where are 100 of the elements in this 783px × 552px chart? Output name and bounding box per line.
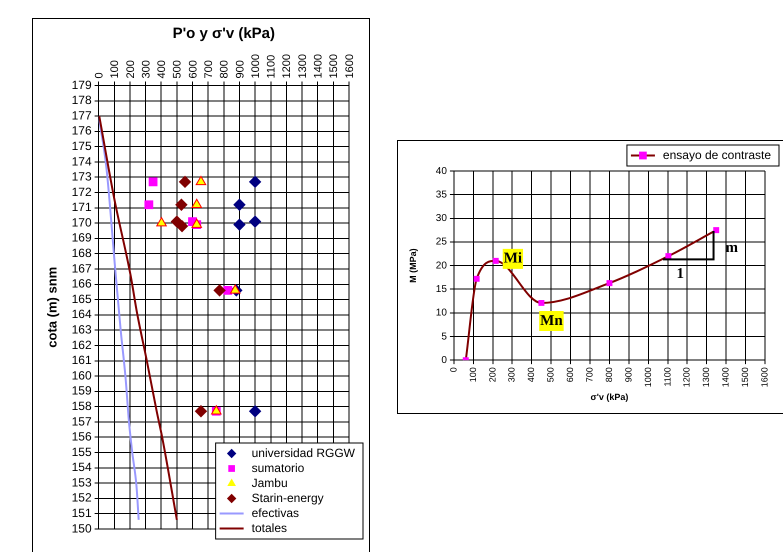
point xyxy=(230,284,240,294)
legend-label: universidad RGGW xyxy=(252,446,356,460)
y-tick-label: 171 xyxy=(72,200,92,214)
y-tick-label: 152 xyxy=(72,490,92,505)
legend-label: efectivas xyxy=(252,506,299,520)
y-tick-label: 160 xyxy=(72,368,92,382)
point xyxy=(175,198,188,211)
point xyxy=(144,200,154,210)
y-tick-label: 0 xyxy=(441,354,448,366)
point xyxy=(194,405,207,418)
x-tick-label: 700 xyxy=(584,367,595,382)
annotation: m xyxy=(725,240,738,256)
y-tick-label: 10 xyxy=(436,308,448,319)
y-tick-label: 173 xyxy=(72,170,92,184)
point xyxy=(191,198,202,208)
point xyxy=(249,176,262,188)
x-axis-title: P'o y σ'v (kPa) xyxy=(172,25,276,42)
x-tick-label: 900 xyxy=(234,60,246,78)
point xyxy=(179,176,191,188)
y-tick-label: 35 xyxy=(436,189,448,200)
x-tick-label: 400 xyxy=(156,60,168,78)
x-tick-label: 1200 xyxy=(682,367,692,388)
y-tick-label: 20 xyxy=(436,260,448,272)
annotation: Mn xyxy=(540,312,564,329)
y-tick-label: 153 xyxy=(72,475,92,490)
x-tick-label: 900 xyxy=(623,367,634,382)
x-tick-label: 0 xyxy=(93,72,106,78)
x-tick-label: 1000 xyxy=(250,54,262,78)
x-tick-label: 1300 xyxy=(296,54,309,78)
y-tick-label: 155 xyxy=(72,444,92,459)
x-tick-label: 1500 xyxy=(328,54,340,78)
x-tick-label: 400 xyxy=(526,367,536,382)
x-tick-label: 600 xyxy=(187,60,200,78)
y-axis-title: M (MPa) xyxy=(408,248,418,283)
legend-label: sumatorio xyxy=(252,460,305,475)
y-tick-label: 40 xyxy=(436,166,448,177)
y-tick-label: 168 xyxy=(72,246,92,260)
y-tick-label: 154 xyxy=(72,460,92,474)
x-tick-label: 800 xyxy=(604,367,614,382)
legend-label: Jambu xyxy=(252,476,288,490)
x-tick-label: 1600 xyxy=(344,54,356,78)
x-tick-label: 1600 xyxy=(759,367,770,388)
point xyxy=(538,300,544,306)
annotation: Mi xyxy=(504,250,522,267)
y-axis-title: cota (m) snm xyxy=(44,266,60,348)
x-tick-label: 1500 xyxy=(740,367,750,388)
legend-label: ensayo de contraste xyxy=(662,148,772,162)
x-tick-label: 500 xyxy=(172,60,184,78)
x-tick-label: 0 xyxy=(448,367,458,372)
y-tick-label: 25 xyxy=(436,236,448,248)
x-tick-label: 1200 xyxy=(281,54,294,78)
point xyxy=(249,216,262,228)
y-tick-label: 172 xyxy=(72,184,92,199)
point xyxy=(606,280,612,286)
x-tick-label: 100 xyxy=(468,367,478,382)
point xyxy=(148,177,158,186)
y-tick-label: 164 xyxy=(72,307,92,322)
y-tick-label: 163 xyxy=(72,322,92,336)
point xyxy=(233,218,246,231)
x-tick-label: 1400 xyxy=(312,54,325,78)
point xyxy=(176,220,188,232)
y-tick-label: 174 xyxy=(72,154,92,168)
x-tick-label: 1300 xyxy=(701,367,712,388)
point xyxy=(156,217,167,226)
x-tick-label: 800 xyxy=(218,60,231,78)
point xyxy=(492,258,499,264)
y-tick-label: 179 xyxy=(72,78,92,92)
x-tick-label: 700 xyxy=(202,60,215,78)
point xyxy=(249,405,262,418)
x-tick-label: 1400 xyxy=(720,367,731,388)
x-tick-label: 300 xyxy=(140,60,152,78)
point xyxy=(196,176,206,186)
x-tick-label: 200 xyxy=(487,367,498,382)
y-tick-label: 156 xyxy=(72,430,92,444)
x-tick-label: 200 xyxy=(124,60,137,78)
y-tick-label: 177 xyxy=(72,108,92,122)
y-tick-label: 157 xyxy=(72,414,92,428)
x-tick-label: 300 xyxy=(506,367,517,382)
y-tick-label: 162 xyxy=(72,338,92,352)
x-tick-label: 1100 xyxy=(266,54,278,78)
y-tick-label: 5 xyxy=(441,331,448,342)
point xyxy=(233,198,246,211)
x-tick-label: 600 xyxy=(565,367,576,382)
y-tick-label: 161 xyxy=(72,353,92,368)
y-tick-label: 158 xyxy=(72,398,92,413)
y-tick-label: 175 xyxy=(72,138,92,153)
y-tick-label: 167 xyxy=(72,261,92,276)
y-tick-label: 30 xyxy=(436,213,448,224)
point xyxy=(474,276,480,282)
legend-label: Starin-energy xyxy=(252,490,324,505)
y-tick-label: 159 xyxy=(72,384,92,398)
point xyxy=(214,284,226,296)
y-tick-label: 178 xyxy=(72,93,92,108)
annotation: 1 xyxy=(676,266,684,282)
point xyxy=(713,227,720,234)
y-tick-label: 165 xyxy=(72,292,92,306)
x-tick-label: 100 xyxy=(109,60,122,78)
x-axis-title: σ'v (kPa) xyxy=(590,392,628,402)
y-tick-label: 176 xyxy=(72,124,92,138)
y-tick-label: 166 xyxy=(72,276,92,291)
